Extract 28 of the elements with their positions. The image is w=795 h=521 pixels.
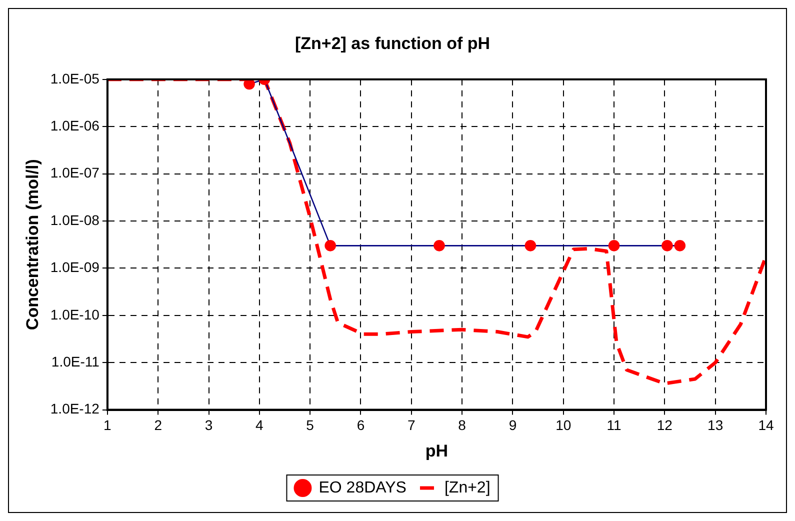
chart-title: [Zn+2] as function of pH [294,34,490,53]
x-tick-label: 9 [508,417,517,434]
y-tick-label: 1.0E-12 [50,400,100,417]
x-axis-title: pH [425,441,448,460]
y-tick-label: 1.0E-09 [50,259,100,276]
y-axis-title: Concentration (mol/l) [22,159,42,330]
legend-label: [Zn+2] [444,479,490,496]
y-tick-label: 1.0E-06 [50,117,100,134]
legend-label: EO 28DAYS [318,479,406,496]
x-tick-label: 6 [356,417,365,434]
x-tick-label: 7 [407,417,416,434]
x-tick-label: 3 [204,417,213,434]
x-tick-label: 1 [104,417,112,434]
y-tick-label: 1.0E-05 [50,70,100,86]
y-tick-label: 1.0E-08 [50,212,100,228]
x-tick-label: 13 [708,417,724,434]
y-tick-label: 1.0E-11 [51,353,100,370]
y-tick-label: 1.0E-07 [50,164,100,181]
x-tick-label: 14 [758,417,774,434]
y-tick-label: 1.0E-10 [50,306,100,322]
x-tick-label: 12 [656,417,673,434]
x-tick-label: 4 [256,417,264,434]
x-tick-label: 10 [556,417,572,434]
x-tick-label: 5 [306,417,314,434]
x-tick-label: 2 [154,417,162,434]
x-tick-label: 11 [606,417,622,434]
x-tick-label: 8 [458,417,466,434]
line-series [107,79,766,386]
